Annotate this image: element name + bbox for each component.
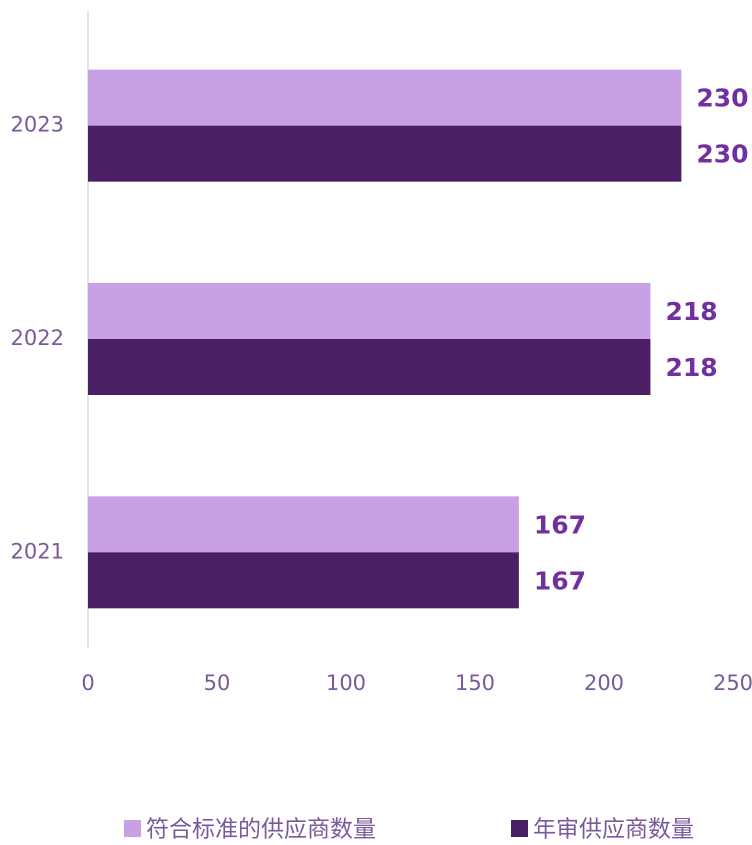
legend-swatch: [124, 820, 141, 837]
bar: [88, 339, 651, 395]
x-tick-label: 250: [713, 671, 752, 695]
x-tick-label: 150: [455, 671, 495, 695]
value-label: 218: [665, 297, 717, 326]
y-tick-label: 2022: [11, 326, 64, 350]
x-tick-label: 0: [81, 671, 94, 695]
bar: [88, 125, 682, 182]
value-label: 218: [665, 353, 717, 382]
x-tick-label: 50: [204, 671, 231, 695]
bar: [88, 496, 519, 553]
value-label: 167: [534, 566, 586, 595]
bar: [88, 283, 651, 339]
x-tick-label: 200: [584, 671, 624, 695]
legend-label: 符合标准的供应商数量: [146, 817, 376, 843]
value-label: 230: [696, 84, 748, 113]
y-tick-label: 2021: [11, 539, 64, 563]
y-tick-label: 2023: [11, 113, 64, 137]
x-tick-label: 100: [326, 671, 366, 695]
bar: [88, 69, 682, 126]
bar: [88, 552, 519, 609]
value-label: 230: [696, 140, 748, 169]
legend-label: 年审供应商数量: [533, 817, 694, 843]
value-label: 167: [534, 510, 586, 539]
legend-swatch: [511, 820, 528, 837]
